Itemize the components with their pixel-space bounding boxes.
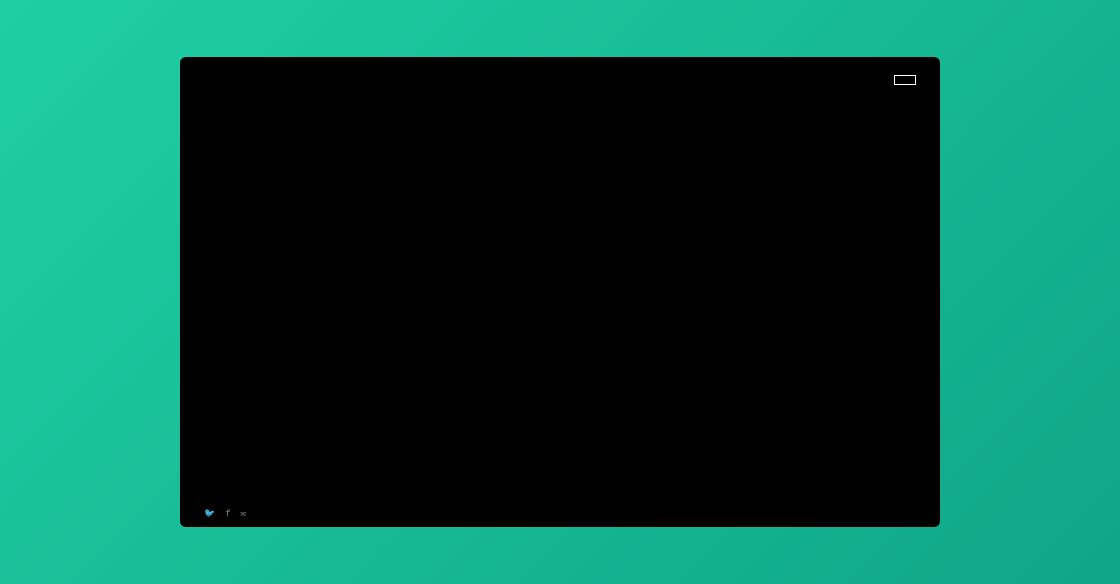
- header-right: [882, 75, 916, 85]
- us-map[interactable]: [424, 113, 914, 433]
- signup-button[interactable]: [894, 75, 916, 85]
- twitter-icon[interactable]: 🐦: [204, 508, 215, 521]
- footer-left: 🐦 f ✉: [204, 505, 246, 521]
- page-title: [204, 103, 404, 127]
- left-column: [204, 103, 404, 433]
- mail-icon[interactable]: ✉: [241, 508, 246, 521]
- right-column: [424, 103, 916, 433]
- app-window: 🐦 f ✉: [180, 57, 940, 527]
- social-icons: 🐦 f ✉: [204, 508, 246, 521]
- facebook-icon[interactable]: f: [225, 508, 230, 521]
- header: [204, 75, 916, 85]
- main: [204, 103, 916, 433]
- footer: 🐦 f ✉: [204, 505, 916, 521]
